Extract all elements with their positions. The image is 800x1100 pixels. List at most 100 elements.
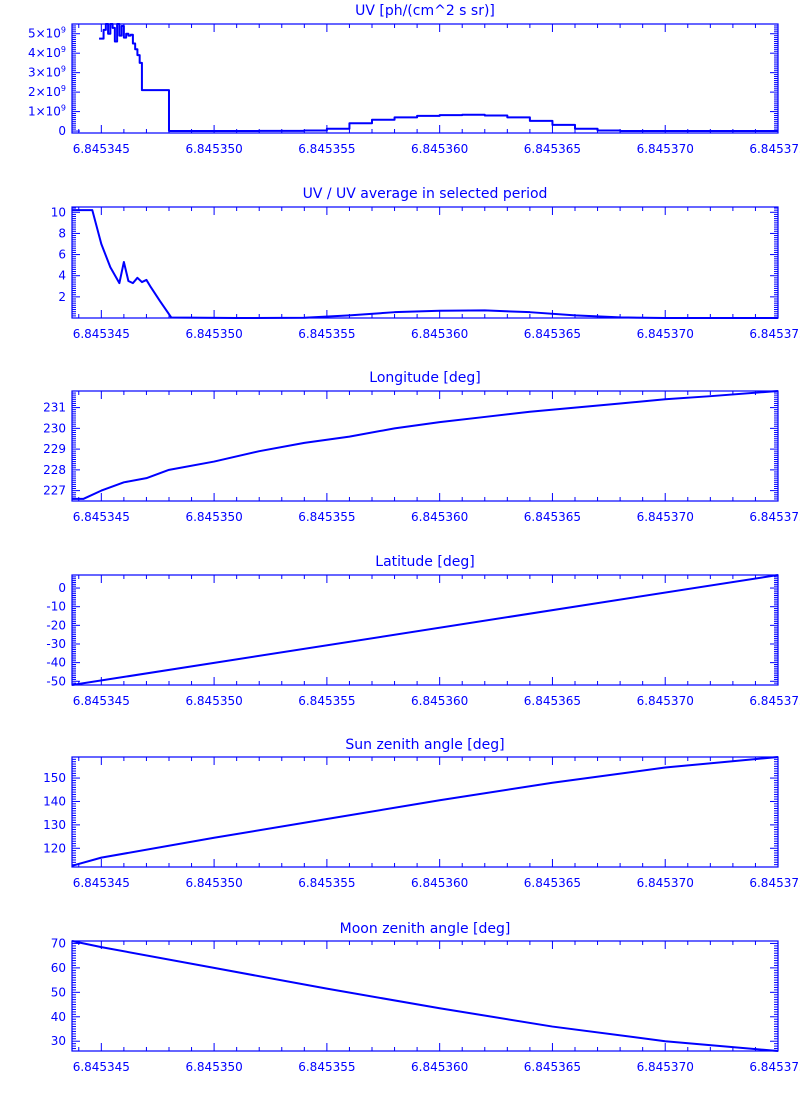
y-tick-exponent: 9	[61, 45, 66, 54]
x-tick-label: 6.845370	[637, 510, 694, 524]
y-tick-mantissa: 1	[28, 105, 36, 119]
y-tick-label: 10	[51, 205, 66, 219]
y-tick-mantissa: 231	[43, 401, 66, 415]
y-tick-multiplier: ×10	[36, 105, 61, 119]
y-tick-label: 1×109	[28, 104, 66, 119]
y-tick-label: 2×109	[28, 84, 66, 99]
y-tick-multiplier: ×10	[36, 46, 61, 60]
y-tick-mantissa: 3	[28, 66, 36, 80]
y-tick-label: 230	[43, 421, 66, 435]
x-tick-label: 6.845345	[73, 694, 130, 708]
y-tick-exponent: 9	[61, 65, 66, 74]
y-tick-mantissa: 140	[43, 794, 66, 808]
y-tick-multiplier: ×10	[36, 27, 61, 41]
chart-panel-3: Longitude [deg] 6.845345 6.845350 6.845355 6…	[43, 370, 800, 524]
y-tick-mantissa: 150	[43, 771, 66, 785]
chart-title: Longitude [deg]	[369, 370, 480, 386]
y-tick-mantissa: 0	[58, 581, 66, 595]
x-tick-label: 6.845350	[185, 694, 242, 708]
y-tick-label: 5×109	[28, 26, 66, 41]
y-tick-label: 6	[58, 248, 66, 262]
plot-frame	[71, 574, 779, 686]
y-tick-mantissa: -30	[46, 637, 66, 651]
y-tick-mantissa: -20	[46, 618, 66, 632]
y-tick-label: -40	[46, 656, 66, 670]
y-tick-mantissa: 30	[51, 1034, 66, 1048]
x-tick-label: 6.845365	[524, 1060, 581, 1074]
y-tick-exponent: 9	[61, 26, 66, 35]
plot-frame	[71, 756, 779, 868]
series-line-1	[71, 756, 779, 867]
x-tick-label: 6.845370	[637, 694, 694, 708]
x-tick-label: 6.845350	[185, 327, 242, 341]
chart-title: UV [ph/(cm^2 s sr)]	[355, 3, 495, 19]
x-tick-label: 6.845355	[298, 876, 355, 890]
y-tick-mantissa: -50	[46, 674, 66, 688]
y-tick-label: 140	[43, 794, 66, 808]
y-tick-label: 229	[43, 442, 66, 456]
y-tick-mantissa: 120	[43, 841, 66, 855]
y-tick-multiplier: ×10	[36, 85, 61, 99]
x-tick-label: 6.845365	[524, 142, 581, 156]
y-tick-mantissa: 130	[43, 818, 66, 832]
chart-title: Sun zenith angle [deg]	[345, 737, 504, 753]
y-tick-mantissa: 0	[58, 124, 66, 138]
y-tick-label: 4×109	[28, 45, 66, 60]
y-tick-mantissa: 228	[43, 463, 66, 477]
x-tick-label: 6.845360	[411, 876, 468, 890]
y-tick-label: 4	[58, 269, 66, 283]
y-tick-label: 3×109	[28, 65, 66, 80]
y-tick-label: 0	[58, 124, 66, 138]
y-tick-mantissa: 70	[51, 936, 66, 950]
y-tick-mantissa: 227	[43, 484, 66, 498]
y-tick-mantissa: 2	[28, 85, 36, 99]
x-tick-label: 6.845345	[73, 142, 130, 156]
y-tick-mantissa: 4	[28, 46, 36, 60]
x-tick-label: 6.845345	[73, 327, 130, 341]
chart-title: Moon zenith angle [deg]	[340, 921, 511, 937]
y-tick-label: 8	[58, 226, 66, 240]
x-tick-label: 6.845370	[637, 327, 694, 341]
y-tick-label: -50	[46, 674, 66, 688]
y-tick-label: 30	[51, 1034, 66, 1048]
y-tick-mantissa: 50	[51, 985, 66, 999]
y-tick-label: -20	[46, 618, 66, 632]
x-tick-label: 6.845345	[73, 876, 130, 890]
x-tick-label: 6.845370	[637, 142, 694, 156]
x-tick-label: 6.845375	[749, 694, 800, 708]
x-tick-label: 6.845355	[298, 694, 355, 708]
y-tick-label: 231	[43, 401, 66, 415]
x-tick-label: 6.845360	[411, 142, 468, 156]
y-tick-label: 2	[58, 290, 66, 304]
x-tick-label: 6.845360	[411, 327, 468, 341]
chart-panel-1: UV [ph/(cm^2 s sr)] 6.845345 6.845350 6.845…	[28, 3, 800, 156]
x-tick-label: 6.845350	[185, 142, 242, 156]
x-tick-label: 6.845365	[524, 694, 581, 708]
y-tick-label: -30	[46, 637, 66, 651]
x-tick-label: 6.845370	[637, 1060, 694, 1074]
chart-title: UV / UV average in selected period	[303, 186, 548, 202]
series-line-1	[71, 940, 779, 1052]
y-tick-mantissa: 2	[58, 290, 66, 304]
x-tick-label: 6.845360	[411, 1060, 468, 1074]
x-tick-label: 6.845375	[749, 327, 800, 341]
x-tick-label: 6.845375	[749, 510, 800, 524]
chart-panel-2: UV / UV average in selected period 6.8453…	[51, 186, 800, 341]
x-tick-label: 6.845350	[185, 510, 242, 524]
x-tick-label: 6.845355	[298, 327, 355, 341]
y-tick-label: 60	[51, 961, 66, 975]
chart-panel-4: Latitude [deg] 6.845345 6.845350 6.845355 6.…	[46, 554, 800, 708]
y-tick-label: 130	[43, 818, 66, 832]
series-line-1	[71, 574, 779, 686]
series-line-1	[72, 390, 779, 500]
y-tick-label: 120	[43, 841, 66, 855]
chart-title: Latitude [deg]	[375, 554, 474, 570]
x-tick-label: 6.845360	[411, 694, 468, 708]
y-tick-mantissa: 229	[43, 442, 66, 456]
x-tick-label: 6.845345	[73, 510, 130, 524]
y-tick-mantissa: 40	[51, 1010, 66, 1024]
y-tick-mantissa: 4	[58, 269, 66, 283]
x-tick-label: 6.845365	[524, 510, 581, 524]
y-tick-label: 228	[43, 463, 66, 477]
